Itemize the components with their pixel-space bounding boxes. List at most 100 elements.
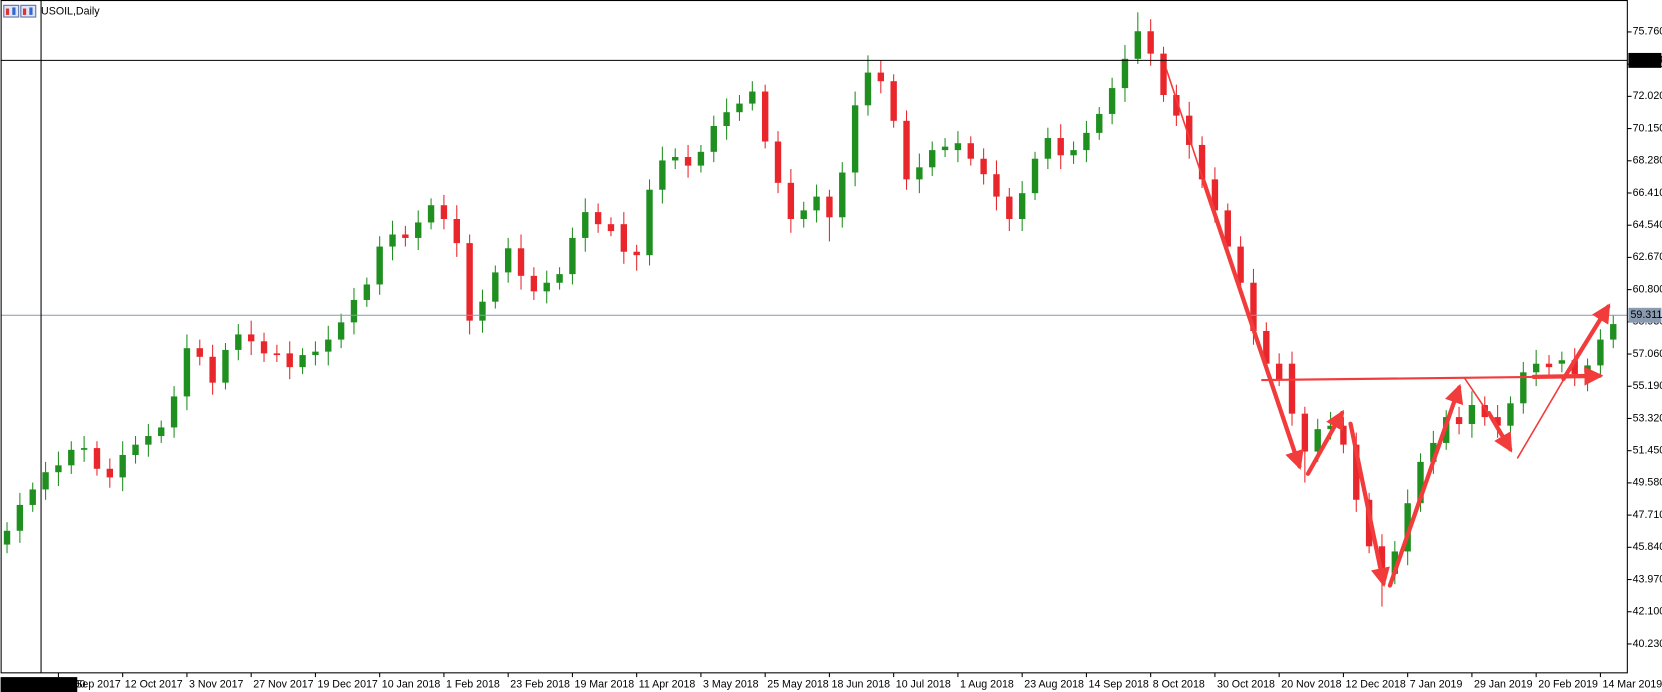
trend-arrow: [1348, 421, 1390, 588]
candle-body: [16, 504, 24, 531]
y-tick-label: 64.540: [1633, 219, 1662, 231]
candle-body: [1134, 31, 1142, 59]
candle-body: [556, 274, 563, 283]
candle-body: [1224, 210, 1231, 247]
y-tick-label: 60.800: [1633, 283, 1662, 295]
x-tick-label: 3 May 2018: [703, 678, 759, 690]
x-tick-label: 10 Jul 2018: [896, 678, 951, 690]
candle-body: [941, 146, 949, 151]
trend-arrow: [1531, 366, 1604, 386]
candle-body: [1186, 115, 1193, 145]
candle-body: [1237, 246, 1244, 283]
x-tick-label: 23 Feb 2018: [510, 678, 570, 690]
x-tick-label: 18 Jun 2018: [832, 678, 891, 690]
y-tick-label: 57.060: [1633, 348, 1662, 360]
x-tick-label: 19 Mar 2018: [575, 678, 635, 690]
y-tick-label: 70.150: [1633, 122, 1662, 134]
candle-body: [1417, 461, 1424, 504]
trend-arrow: [1201, 178, 1304, 470]
candle-body: [1006, 196, 1013, 220]
crosshair-time-label: 2017.09.12 00:00: [3, 678, 86, 690]
candle-body: [774, 141, 782, 183]
trend-line: [1261, 375, 1541, 382]
candle-body: [440, 205, 448, 220]
candle-body: [1430, 442, 1437, 462]
x-tick-label: 23 Aug 2018: [1024, 678, 1084, 690]
trend-line: [1463, 377, 1492, 419]
y-tick-label: 75.760: [1633, 26, 1662, 38]
candle-body: [68, 449, 75, 466]
candle-body: [787, 182, 795, 220]
candle-body: [813, 196, 820, 211]
x-tick-label: 12 Dec 2018: [1346, 678, 1406, 690]
candle-body: [93, 448, 101, 469]
candle-body: [1353, 444, 1360, 500]
candle-body: [543, 282, 550, 292]
y-tick-label: 43.970: [1633, 573, 1662, 585]
candle-body: [1173, 94, 1180, 116]
candle-body: [1301, 413, 1309, 452]
candle-body: [286, 353, 293, 368]
candle-body: [80, 448, 88, 450]
candle-body: [1468, 405, 1476, 424]
y-tick-label: 40.230: [1633, 638, 1662, 650]
x-tick-label: 25 May 2018: [767, 678, 829, 690]
bid-label-box: [1628, 307, 1662, 323]
candle-body: [492, 272, 499, 302]
x-tick-label: 20 Nov 2018: [1281, 678, 1341, 690]
candle-body: [839, 172, 846, 218]
candle-body: [55, 465, 62, 473]
candle-body: [1481, 405, 1488, 418]
candle-body: [530, 275, 538, 292]
candle-body: [929, 150, 936, 168]
candle-body: [1584, 365, 1591, 375]
candle-body: [594, 212, 602, 225]
candle-body: [684, 156, 692, 166]
candle-body: [337, 322, 345, 340]
candle-body: [903, 120, 910, 180]
candle-body: [954, 143, 962, 151]
candle-body: [415, 222, 422, 238]
candle-body: [1070, 150, 1077, 156]
crosshair-time-box: [0, 677, 78, 692]
candle-body: [697, 151, 705, 166]
candle-body: [710, 125, 717, 152]
candle-body: [877, 72, 885, 82]
x-tick-label: 19 Dec 2017: [318, 678, 378, 690]
candle-body: [376, 246, 383, 285]
candle-body: [325, 339, 332, 352]
candle-body: [1108, 88, 1116, 114]
candle-body: [466, 243, 473, 321]
x-tick-label: 1 Aug 2018: [960, 678, 1014, 690]
candle-body: [479, 301, 486, 321]
candle-body: [132, 444, 139, 455]
candle-body: [1160, 53, 1167, 95]
candle-body: [569, 237, 576, 275]
trend-line: [1165, 68, 1210, 198]
x-tick-label: 10 Jan 2018: [382, 678, 441, 690]
candle-body: [646, 189, 653, 256]
x-tick-label: 3 Nov 2017: [189, 678, 243, 690]
candle-body: [235, 334, 242, 350]
candle-body: [1031, 158, 1039, 194]
x-tick-label: 8 Oct 2018: [1153, 678, 1205, 690]
candle-body: [607, 224, 615, 232]
trend-arrow: [1486, 410, 1513, 453]
candle-body: [1263, 330, 1270, 364]
candle-body: [749, 91, 756, 104]
candle-body: [363, 284, 371, 300]
candle-body: [1597, 339, 1604, 366]
candle-body: [119, 454, 126, 478]
candle-body: [916, 167, 923, 180]
candle-body: [582, 212, 589, 238]
candle-body: [209, 356, 216, 383]
candle-body: [672, 156, 679, 161]
x-tick-label: 14 Mar 2019: [1603, 678, 1662, 690]
x-tick-label: 1 Feb 2018: [446, 678, 500, 690]
y-tick-label: 51.450: [1633, 444, 1662, 456]
candle-body: [402, 234, 409, 238]
candle-body: [633, 251, 640, 256]
candle-body: [890, 81, 897, 121]
